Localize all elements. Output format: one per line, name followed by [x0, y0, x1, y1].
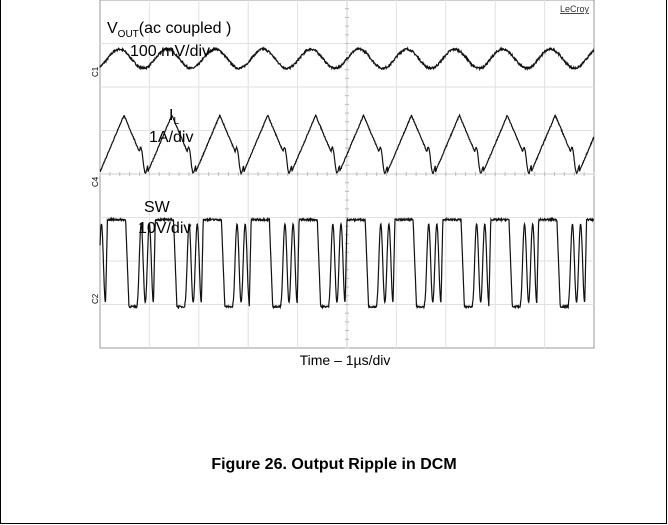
il-ground-marker: C4	[91, 176, 100, 187]
trace-sw	[99, 216, 595, 310]
sw-label: SW	[144, 199, 171, 216]
figure-caption: Figure 26. Output Ripple in DCM	[211, 456, 457, 473]
oscilloscope-plot: LeCroy VOUT(ac coupled ) 100 mV/div IL 1…	[91, 0, 595, 349]
traces	[99, 46, 595, 310]
vout-label: VOUT(ac coupled )	[107, 20, 231, 40]
vout-scale-label: 100 mV/div	[130, 43, 210, 60]
vout-ground-marker: C1	[91, 66, 100, 77]
sw-scale-label: 10V/div	[138, 220, 191, 237]
il-scale-label: 1A/div	[149, 129, 193, 146]
il-label: IL	[169, 107, 179, 127]
grid	[99, 0, 595, 349]
brand-label: LeCroy	[560, 4, 590, 14]
x-axis-label: Time – 1µs/div	[299, 352, 391, 368]
trace-vout	[99, 46, 595, 72]
trace-il	[99, 113, 595, 176]
sw-ground-marker: C2	[91, 293, 100, 304]
